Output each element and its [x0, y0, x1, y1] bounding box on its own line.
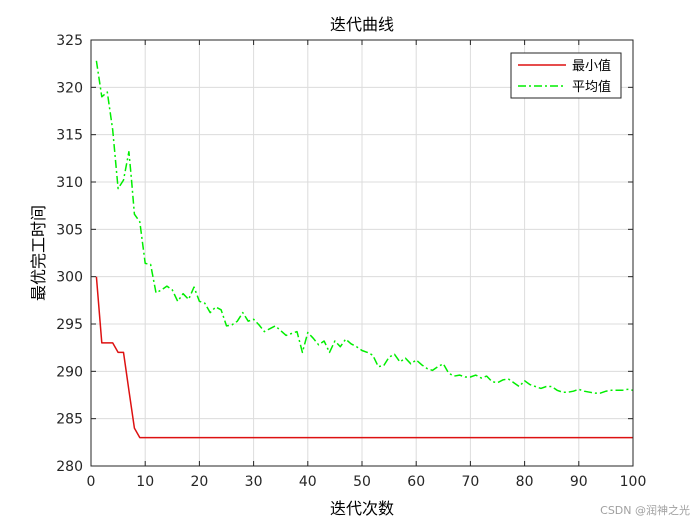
- y-tick-label: 300: [56, 270, 83, 286]
- x-tick-label: 80: [516, 474, 534, 490]
- x-tick-label: 40: [299, 474, 317, 490]
- x-axis-label: 迭代次数: [330, 499, 394, 518]
- x-tick-label: 60: [407, 474, 425, 490]
- ticks: [90, 39, 634, 467]
- watermark: CSDN @润神之光: [600, 503, 690, 517]
- y-tick-label: 280: [56, 459, 83, 475]
- y-tick-label: 290: [56, 364, 83, 380]
- x-tick-label: 20: [190, 474, 208, 490]
- x-tick-label: 100: [620, 474, 647, 490]
- y-tick-label: 325: [56, 33, 83, 49]
- legend-label-mean: 平均值: [572, 79, 611, 95]
- x-tick-label: 30: [245, 474, 263, 490]
- legend-label-min: 最小值: [572, 58, 611, 74]
- legend-box: [510, 52, 622, 99]
- x-tick-label: 90: [570, 474, 588, 490]
- series-line-mean: [95, 60, 634, 394]
- y-tick-label: 285: [56, 412, 83, 428]
- legend: 最小值 平均值: [510, 52, 622, 99]
- chart-title: 迭代曲线: [330, 15, 394, 34]
- y-tick-label: 310: [56, 175, 83, 191]
- tick-labels: 0 10 20 30 40 50 60 70 80 90 100 280 285 290 295 300 305…: [56, 33, 646, 490]
- series-layer: [95, 60, 634, 439]
- x-tick-label: 10: [136, 474, 154, 490]
- x-tick-label: 50: [353, 474, 371, 490]
- series-line-min: [95, 276, 633, 439]
- x-tick-label: 70: [461, 474, 479, 490]
- y-tick-label: 315: [56, 128, 83, 144]
- y-tick-label: 295: [56, 317, 83, 333]
- y-axis-label: 最优完工时间: [29, 205, 48, 301]
- y-tick-label: 305: [56, 222, 83, 238]
- x-tick-label: 0: [87, 474, 96, 490]
- y-tick-label: 320: [56, 80, 83, 96]
